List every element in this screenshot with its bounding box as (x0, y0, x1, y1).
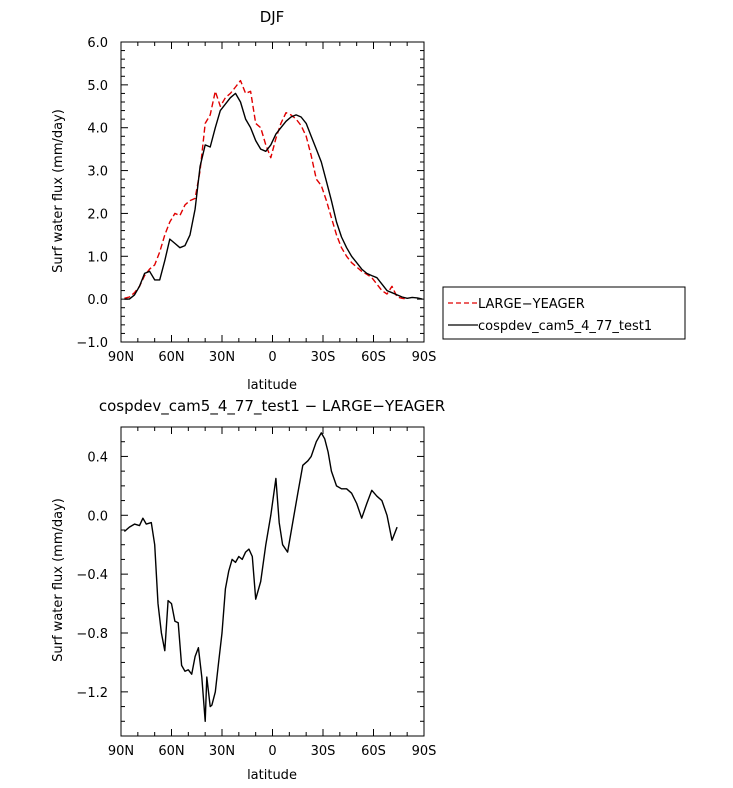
top-x-tick-label: 60N (158, 350, 184, 365)
bottom-y-tick-label: −1.2 (76, 686, 108, 701)
bottom-x-tick-label: 60N (158, 744, 184, 759)
bottom-x-tick-label: 60S (361, 744, 386, 759)
bottom-x-tick-label: 30N (209, 744, 235, 759)
top-y-tick-label: −1.0 (76, 336, 108, 351)
bottom-panel: cospdev_cam5_4_77_test1 − LARGE−YEAGER S… (51, 397, 445, 783)
bottom-x-axis-label: latitude (247, 768, 297, 783)
bottom-series-lines (123, 432, 398, 722)
bottom-y-tick-label: −0.4 (76, 568, 108, 583)
bottom-x-tick-label: 30S (311, 744, 336, 759)
top-plot-frame (120, 41, 425, 343)
top-x-tick-label: 90N (108, 350, 134, 365)
top-x-tick-label: 0 (268, 350, 276, 365)
top-panel: DJF Surf water flux (mm/day) latitude 90… (51, 8, 436, 393)
top-x-tick-label: 90S (412, 350, 437, 365)
bottom-y-axis-label: Surf water flux (mm/day) (51, 498, 66, 662)
bottom-x-tick-label: 0 (268, 744, 276, 759)
top-series-lines (124, 79, 423, 300)
legend-label-cospdev: cospdev_cam5_4_77_test1 (478, 319, 652, 334)
top-y-tick-label: 3.0 (87, 165, 108, 180)
top-x-tick-label: 30N (209, 350, 235, 365)
top-series-line-1 (124, 92, 423, 300)
top-axis-ticks: 90N 60N 30N 0 30S 60S 90S −1.0 0.0 1.0 2.0 3.0 4.0 5.… (76, 36, 436, 365)
top-y-tick-label: 4.0 (87, 122, 108, 137)
top-x-tick-label: 30S (311, 350, 336, 365)
bottom-series-line-0 (123, 432, 398, 722)
top-x-tick-label: 60S (361, 350, 386, 365)
bottom-x-tick-label: 90S (412, 744, 437, 759)
legend-box (442, 286, 686, 340)
bottom-axis-ticks: 90N 60N 30N 0 30S 60S 90S −1.2 −0.8 −0.4 0.0 0.4 (76, 426, 437, 759)
top-x-axis-label: latitude (247, 378, 297, 393)
bottom-chart-title: cospdev_cam5_4_77_test1 − LARGE−YEAGER (99, 397, 445, 416)
top-y-tick-label: 2.0 (87, 207, 108, 222)
bottom-x-tick-label: 90N (108, 744, 134, 759)
bottom-plot-frame (120, 426, 425, 737)
legend-label-large-yeager: LARGE−YEAGER (478, 297, 585, 312)
top-y-tick-label: 6.0 (87, 36, 108, 51)
bottom-y-tick-label: 0.4 (87, 450, 108, 465)
bottom-y-tick-label: 0.0 (87, 509, 108, 524)
top-y-tick-label: 1.0 (87, 250, 108, 265)
top-chart-title: DJF (260, 8, 285, 26)
top-y-axis-label: Surf water flux (mm/day) (51, 109, 66, 273)
bottom-y-tick-label: −0.8 (76, 627, 108, 642)
top-series-line-0 (124, 79, 408, 300)
legend: LARGE−YEAGER cospdev_cam5_4_77_test1 (442, 286, 686, 340)
top-y-tick-label: 0.0 (87, 293, 108, 308)
top-y-tick-label: 5.0 (87, 79, 108, 94)
